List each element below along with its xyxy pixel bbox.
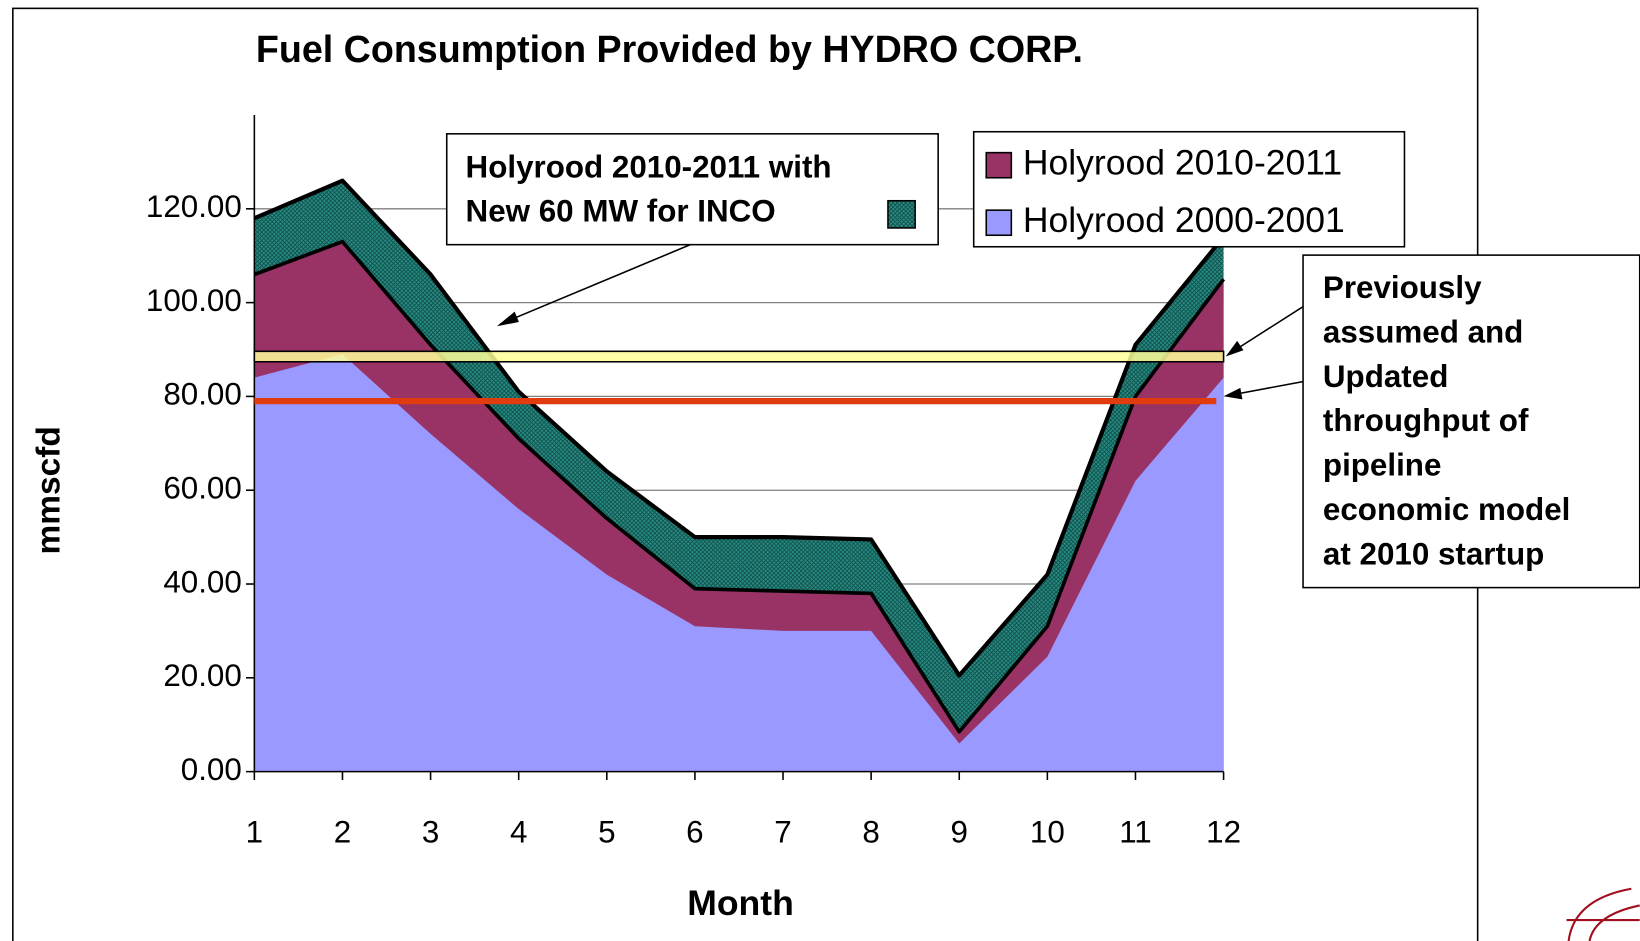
x-tick-label: 11	[1119, 815, 1152, 850]
x-tick-label: 1	[246, 815, 263, 850]
x-tick-label: 7	[774, 815, 791, 850]
y-tick-label: 80.00	[163, 377, 241, 412]
annotation-text: Previously	[1323, 270, 1482, 305]
reference-band	[253, 350, 1225, 363]
y-tick-label: 100.00	[146, 283, 242, 318]
annotation-text: pipeline	[1323, 448, 1442, 483]
logo	[1566, 887, 1640, 941]
annotation-text: assumed and	[1323, 314, 1523, 349]
x-tick-label: 8	[862, 815, 879, 850]
x-tick-label: 9	[951, 815, 968, 850]
legend-swatch	[985, 209, 1013, 237]
y-tick-label: 120.00	[146, 189, 242, 224]
annotation-text: economic model	[1323, 492, 1570, 527]
x-tick-label: 3	[422, 815, 439, 850]
y-tick-label: 40.00	[163, 564, 241, 599]
area	[254, 354, 1224, 772]
annotation-box	[1302, 254, 1640, 589]
arrow-head	[496, 311, 519, 327]
y-tick-label: 0.00	[181, 752, 242, 787]
x-tick-label: 12	[1206, 815, 1241, 850]
annotation-text: Updated	[1323, 359, 1448, 394]
y-tick-label: 20.00	[163, 658, 241, 693]
legend-box	[972, 130, 1406, 248]
label-box	[445, 133, 939, 246]
area-outline	[253, 178, 1226, 678]
x-tick-label: 4	[510, 815, 527, 850]
annotation-text: Holyrood 2010-2011 with	[466, 150, 832, 185]
x-axis-label: Month	[687, 883, 794, 923]
area-outline	[253, 239, 1226, 734]
x-tick-label: 2	[334, 815, 351, 850]
annotation-text: throughput of	[1323, 403, 1529, 438]
arrow-line	[499, 243, 691, 325]
legend-label: Holyrood 2000-2001	[1023, 200, 1345, 240]
legend-swatch	[887, 199, 916, 229]
arrow-line	[1229, 304, 1306, 355]
x-tick-label: 10	[1030, 815, 1065, 850]
annotation-text: New 60 MW for INCO	[466, 194, 776, 229]
x-tick-label: 6	[686, 815, 703, 850]
arrow-head	[1223, 387, 1243, 400]
x-tick-label: 5	[598, 815, 615, 850]
y-axis-label: mmscfd	[30, 426, 67, 554]
annotation-text: at 2010 startup	[1323, 537, 1544, 572]
chart-title: Fuel Consumption Provided by HYDRO CORP.	[256, 28, 1083, 70]
y-tick-label: 60.00	[163, 470, 241, 505]
legend-swatch	[985, 151, 1013, 179]
legend-label: Holyrood 2010-2011	[1023, 143, 1342, 183]
arrow-head	[1225, 340, 1244, 357]
